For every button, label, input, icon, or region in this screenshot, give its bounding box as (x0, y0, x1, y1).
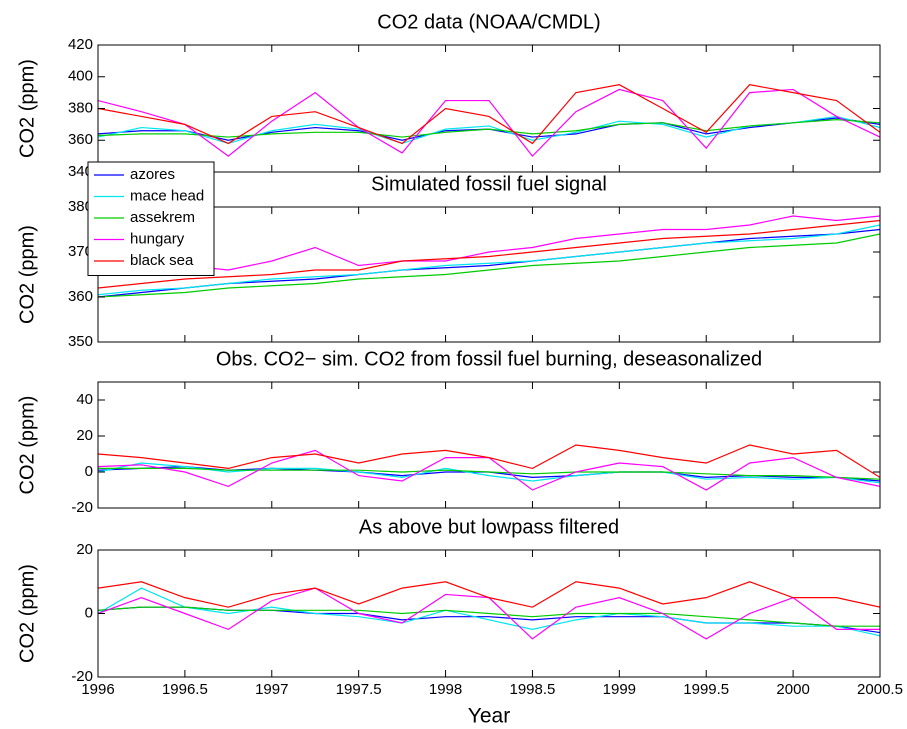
series-line (98, 119, 880, 138)
x-tick-label: 1997.5 (336, 681, 382, 698)
x-tick-label: 1996 (81, 681, 114, 698)
y-tick-label: -20 (71, 668, 93, 685)
series-line (98, 587, 880, 637)
series-line (98, 444, 880, 478)
y-tick-label: 360 (68, 288, 93, 305)
legend-box (87, 161, 215, 276)
plot-lines (98, 215, 880, 298)
x-axis-label: Year (468, 705, 510, 728)
y-tick-label: 420 (68, 36, 93, 53)
plot-area (98, 45, 880, 172)
axes-box (97, 381, 881, 509)
x-tick-label: 1999.5 (683, 681, 729, 698)
x-tick-label: 1998.5 (509, 681, 555, 698)
series-line (98, 233, 880, 298)
series-line (98, 467, 880, 480)
series-line (98, 215, 880, 271)
y-tick-label: 40 (76, 391, 93, 408)
y-tick-label: 380 (68, 198, 93, 215)
y-tick-label: 350 (68, 333, 93, 350)
x-tick-label: 1996.5 (162, 681, 208, 698)
plot-area (98, 382, 880, 508)
legend-label: hungary (130, 230, 185, 247)
y-tick-label: -20 (71, 499, 93, 516)
panel-title: Simulated fossil fuel signal (371, 173, 607, 195)
y-axis-label: CO2 (ppm) (16, 59, 38, 158)
y-tick-label: 20 (76, 541, 93, 558)
y-tick-label: 20 (76, 427, 93, 444)
legend-label: azores (130, 166, 175, 183)
x-tick-label: 2000.5 (857, 681, 903, 698)
legend-label: black sea (130, 252, 194, 269)
panel-title: CO2 data (NOAA/CMDL) (377, 11, 600, 33)
y-tick-label: 0 (85, 604, 93, 621)
plot-area (98, 207, 880, 342)
series-line (98, 581, 880, 608)
plot-lines (98, 84, 880, 158)
series-line (98, 224, 880, 296)
series-line (98, 462, 880, 484)
series-line (98, 219, 880, 289)
legend-label: mace head (130, 187, 204, 204)
x-tick-label: 1997 (255, 681, 288, 698)
y-tick-label: 340 (68, 163, 93, 180)
series-line (98, 88, 880, 158)
y-tick-label: 380 (68, 99, 93, 116)
y-tick-label: 360 (68, 131, 93, 148)
y-axis-label: CO2 (ppm) (16, 225, 38, 324)
y-axis-label: CO2 (ppm) (16, 564, 38, 663)
x-tick-label: 1998 (429, 681, 462, 698)
series-line (98, 84, 880, 145)
x-tick-label: 2000 (776, 681, 809, 698)
panel-title: As above but lowpass filtered (359, 516, 619, 538)
legend-label: assekrem (130, 209, 195, 226)
y-tick-label: 0 (85, 463, 93, 480)
series-line (98, 606, 880, 627)
x-tick-label: 1999 (603, 681, 636, 698)
y-tick-label: 370 (68, 243, 93, 260)
panel-title: Obs. CO2− sim. CO2 from fossil fuel burn… (216, 348, 762, 370)
y-tick-label: 400 (68, 68, 93, 85)
plot-lines (98, 444, 880, 491)
plot-lines (98, 581, 880, 640)
y-axis-label: CO2 (ppm) (16, 396, 38, 495)
